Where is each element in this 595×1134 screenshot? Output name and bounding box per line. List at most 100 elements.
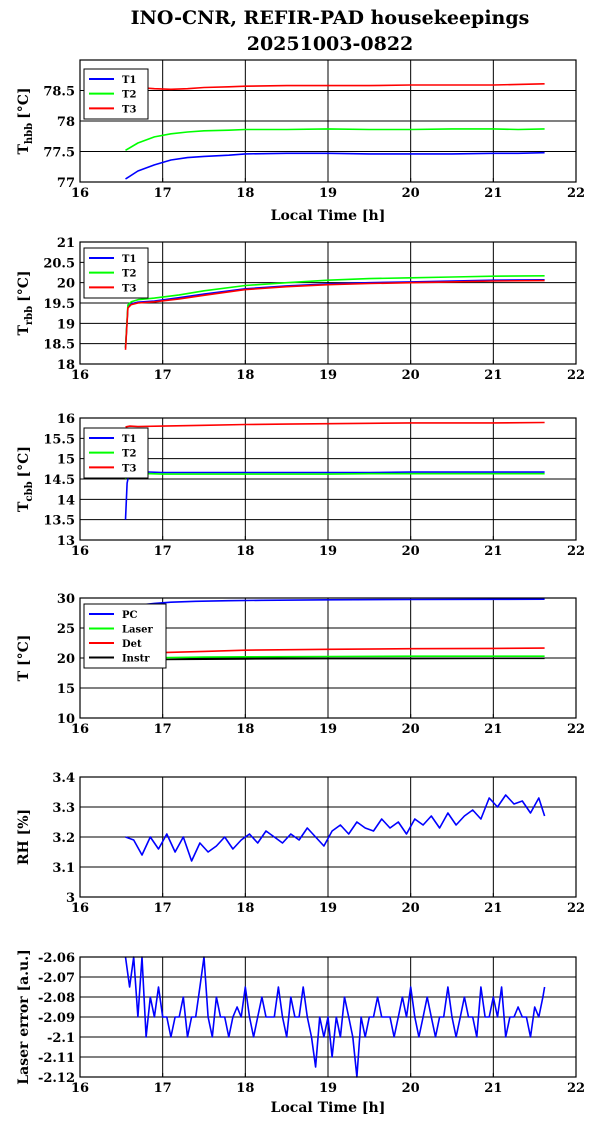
y-tick-label: 15 bbox=[57, 453, 75, 468]
y-axis-label-main: T bbox=[16, 501, 32, 512]
y-tick-label: 15.5 bbox=[43, 432, 75, 447]
y-tick-label: 19.5 bbox=[43, 297, 75, 312]
x-tick-label: 20 bbox=[402, 901, 420, 916]
x-tick-label: 20 bbox=[402, 1081, 420, 1096]
y-axis-label-subscript: hbb bbox=[24, 123, 35, 144]
x-tick-label: 18 bbox=[236, 186, 254, 201]
x-tick-label: 22 bbox=[567, 186, 585, 201]
y-tick-label: 30 bbox=[57, 592, 75, 607]
legend-label-det: Det bbox=[122, 639, 142, 650]
x-tick-label: 21 bbox=[484, 722, 502, 737]
x-tick-label: 18 bbox=[236, 544, 254, 559]
y-tick-label: 13.5 bbox=[43, 514, 75, 529]
y-tick-label: -2.06 bbox=[38, 951, 75, 966]
y-axis-label-main: T [°C] bbox=[16, 635, 32, 682]
x-tick-label: 22 bbox=[567, 722, 585, 737]
legend-label-t3: T3 bbox=[122, 283, 136, 294]
x-tick-label: 18 bbox=[236, 901, 254, 916]
y-tick-label: -2.09 bbox=[38, 1011, 75, 1026]
series-line-t2 bbox=[124, 275, 545, 348]
y-tick-label: 3.1 bbox=[52, 861, 75, 876]
x-tick-label: 20 bbox=[402, 186, 420, 201]
y-tick-label: 13 bbox=[57, 534, 75, 549]
y-tick-label: 20.5 bbox=[43, 256, 75, 271]
y-axis-label-main: T bbox=[16, 144, 32, 155]
panel-2: 16 17 18 19 20 21 22 18 18.5 19 19.5 20 20.5 21 Trbb [°… bbox=[16, 236, 585, 383]
y-tick-label: 77.5 bbox=[43, 146, 75, 161]
x-tick-label: 19 bbox=[319, 722, 337, 737]
y-tick-label: 14.5 bbox=[43, 473, 75, 488]
series-line-t1 bbox=[124, 470, 545, 520]
y-axis-label-unit: [°C] bbox=[16, 270, 32, 301]
y-axis-label-main: RH [%] bbox=[16, 809, 32, 865]
x-tick-label: 18 bbox=[236, 368, 254, 383]
x-tick-label: 19 bbox=[319, 368, 337, 383]
y-axis-label-main: Laser error [a.u.] bbox=[16, 949, 32, 1084]
series-line-t3 bbox=[125, 421, 545, 428]
y-axis-label: RH [%] bbox=[16, 809, 32, 865]
legend-label-t2: T2 bbox=[122, 90, 136, 101]
legend-label-pc: PC bbox=[122, 610, 138, 621]
y-tick-label: 3.4 bbox=[52, 771, 75, 786]
y-tick-label: -2.11 bbox=[38, 1051, 75, 1066]
y-tick-label: 18.5 bbox=[43, 338, 75, 353]
legend-label-t1: T1 bbox=[122, 434, 136, 445]
y-axis-label: Trbb [°C] bbox=[16, 270, 35, 335]
x-tick-label: 19 bbox=[319, 544, 337, 559]
y-axis-label: T [°C] bbox=[16, 635, 32, 682]
x-axis-label: Local Time [h] bbox=[271, 208, 386, 224]
x-tick-label: 22 bbox=[567, 368, 585, 383]
y-tick-label: 14 bbox=[57, 493, 75, 508]
legend-label-instr: Instr bbox=[122, 654, 150, 665]
x-tick-label: 22 bbox=[567, 901, 585, 916]
y-tick-label: 15 bbox=[57, 682, 75, 697]
figure-title-line1: INO-CNR, REFIR-PAD housekeepings bbox=[131, 7, 530, 29]
legend-label-t3: T3 bbox=[122, 104, 136, 115]
y-tick-label: 25 bbox=[57, 622, 75, 637]
x-tick-label: 17 bbox=[154, 544, 172, 559]
legend-label-t3: T3 bbox=[122, 463, 136, 474]
x-tick-label: 18 bbox=[236, 722, 254, 737]
x-tick-label: 17 bbox=[154, 901, 172, 916]
x-tick-label: 21 bbox=[484, 1081, 502, 1096]
y-tick-label: 10 bbox=[57, 712, 75, 727]
x-tick-label: 17 bbox=[154, 1081, 172, 1096]
x-tick-label: 21 bbox=[484, 901, 502, 916]
legend-label-t2: T2 bbox=[122, 269, 136, 280]
x-tick-label: 19 bbox=[319, 1081, 337, 1096]
legend: T1 T2 T3 bbox=[83, 68, 149, 120]
y-tick-label: 3 bbox=[66, 891, 75, 906]
y-tick-label: 78 bbox=[57, 115, 75, 130]
series-line-value bbox=[124, 956, 546, 1078]
y-axis-label: Thbb [°C] bbox=[16, 87, 35, 154]
series-line-t3 bbox=[124, 279, 545, 350]
y-tick-label: 18 bbox=[57, 358, 75, 373]
y-axis-label: Laser error [a.u.] bbox=[16, 949, 32, 1084]
x-axis-label: Local Time [h] bbox=[271, 1100, 386, 1116]
y-axis-label-subscript: cbb bbox=[24, 481, 35, 501]
y-tick-label: -2.08 bbox=[38, 991, 75, 1006]
x-tick-label: 21 bbox=[484, 544, 502, 559]
y-tick-label: 19 bbox=[57, 317, 75, 332]
legend-label-t1: T1 bbox=[122, 254, 136, 265]
x-tick-label: 17 bbox=[154, 368, 172, 383]
x-tick-label: 20 bbox=[402, 722, 420, 737]
x-tick-label: 20 bbox=[402, 368, 420, 383]
x-tick-label: 16 bbox=[71, 901, 89, 916]
panel-6: 16 17 18 19 20 21 22 -2.12 -2.11 -2.1 -2.09 -2.08 -2… bbox=[16, 949, 585, 1116]
legend-label-t2: T2 bbox=[122, 449, 136, 460]
legend: PC Laser Det Instr bbox=[83, 603, 167, 669]
x-tick-label: 19 bbox=[319, 901, 337, 916]
y-tick-label: 16 bbox=[57, 412, 75, 427]
y-tick-label: 21 bbox=[57, 236, 75, 251]
y-tick-label: -2.1 bbox=[47, 1031, 75, 1046]
series-line-det bbox=[125, 647, 545, 656]
y-tick-label: 3.3 bbox=[52, 801, 75, 816]
x-tick-label: 17 bbox=[154, 722, 172, 737]
x-tick-label: 16 bbox=[71, 368, 89, 383]
x-tick-label: 16 bbox=[71, 186, 89, 201]
legend: T1 T2 T3 bbox=[83, 427, 149, 479]
x-tick-label: 21 bbox=[484, 368, 502, 383]
series-line-pc bbox=[125, 598, 545, 609]
